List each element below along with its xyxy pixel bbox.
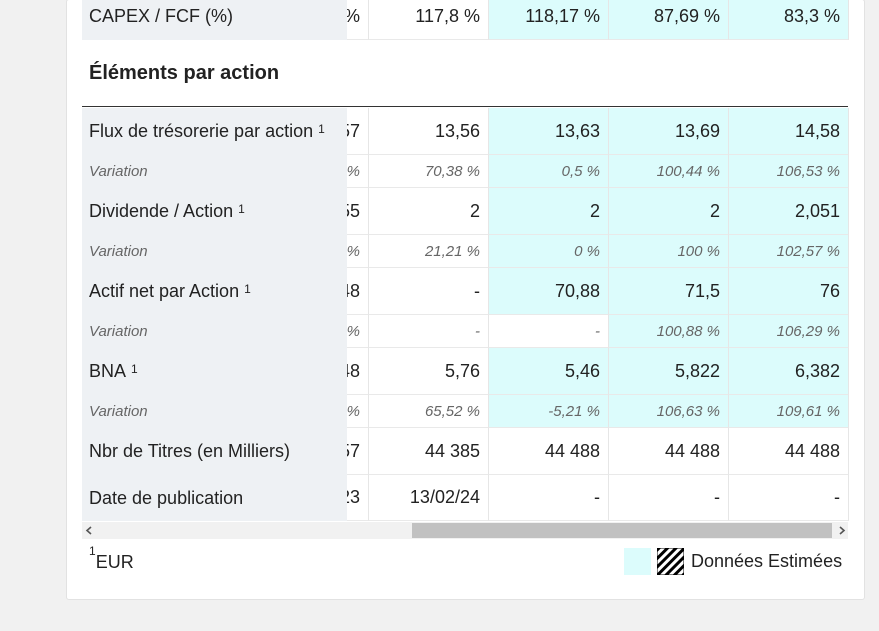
value-cell: 106,53 % [729, 155, 849, 188]
row-label: BNA 1 [82, 348, 347, 395]
value-cell: 44 488 [489, 428, 609, 475]
note-mark: 1 [318, 121, 325, 136]
value-cell: 5,822 [609, 348, 729, 395]
row-label-text: Variation [89, 403, 148, 420]
footnote-mark: 1 [89, 544, 96, 558]
value-cell: 70,38 % [369, 155, 489, 188]
value-cell: 44 385 [369, 428, 489, 475]
row-label-text: BNA [89, 361, 127, 381]
value-cell: 2 [369, 188, 489, 235]
value-cell: 71,5 [609, 268, 729, 315]
row-label: Variation [82, 315, 347, 348]
value-cell: 0 % [489, 235, 609, 268]
value-cell: 2 [489, 188, 609, 235]
value-cell: 5,76 [369, 348, 489, 395]
row-label: Date de publication [82, 475, 347, 521]
section-rule [82, 106, 848, 107]
row-label-text: Variation [89, 163, 148, 180]
footnote: 1EUR [89, 544, 134, 573]
clipped-cell: % [330, 395, 369, 428]
value-cell: 109,61 % [729, 395, 849, 428]
value-cell: 6,382 [729, 348, 849, 395]
value-cell: 117,8 % [369, 0, 489, 40]
note-mark: 1 [131, 361, 138, 376]
note-mark: 1 [244, 281, 251, 296]
scroll-left[interactable] [85, 526, 92, 535]
row-label: Dividende / Action 1 [82, 188, 347, 235]
footnote-text: EUR [95, 552, 134, 572]
value-cell: 76 [729, 268, 849, 315]
value-cell: 2,051 [729, 188, 849, 235]
value-cell: 5,46 [489, 348, 609, 395]
legend-label: Données Estimées [691, 551, 843, 571]
value-cell: -5,21 % [489, 395, 609, 428]
row-label-text: Date de publication [89, 487, 244, 508]
value-cell: 102,57 % [729, 235, 849, 268]
value-cell: 65,52 % [369, 395, 489, 428]
value-cell: - [369, 268, 489, 315]
scroll-right[interactable] [839, 526, 846, 535]
value-cell: - [729, 475, 849, 521]
clipped-cell: % [330, 315, 369, 348]
value-cell: 83,3 % [729, 0, 849, 40]
data-table: CAPEX / FCF (%)% 117,8 % 118,17 % 87,69 % 83… [82, 0, 849, 521]
row-label: CAPEX / FCF (%) [82, 0, 347, 40]
value-cell: 13,63 [489, 108, 609, 155]
clipped-cell: % [330, 235, 369, 268]
value-cell: 70,88 [489, 268, 609, 315]
row-label: Variation [82, 235, 347, 268]
value-cell: 118,17 % [489, 0, 609, 40]
row-label-text: Flux de trésorerie par action [89, 121, 314, 141]
row-label-text: CAPEX / FCF (%) [89, 6, 234, 26]
value-cell: 44 488 [729, 428, 849, 475]
value-cell: 106,63 % [609, 395, 729, 428]
value-cell: 100,44 % [609, 155, 729, 188]
value-cell: 44 488 [609, 428, 729, 475]
legend-estimated-swatch [624, 548, 651, 575]
value-cell: - [369, 315, 489, 348]
value-cell: 13,69 [609, 108, 729, 155]
row-label-text: Variation [89, 323, 148, 340]
clipped-cell: % [330, 0, 369, 40]
section-title: Éléments par action [89, 62, 280, 84]
row-label-text: Dividende / Action [89, 201, 234, 221]
value-cell: 0,5 % [489, 155, 609, 188]
value-cell: - [489, 315, 609, 348]
row-label: Flux de trésorerie par action 1 [82, 108, 347, 155]
value-cell: 21,21 % [369, 235, 489, 268]
value-cell: 106,29 % [729, 315, 849, 348]
scrollbar-thumb[interactable] [412, 523, 832, 538]
row-label: Variation [82, 395, 347, 428]
value-cell: - [489, 475, 609, 521]
row-label: Nbr de Titres (en Milliers) [82, 428, 347, 475]
row-label: Variation [82, 155, 347, 188]
value-cell: 13,56 [369, 108, 489, 155]
row-label-text: Variation [89, 243, 148, 260]
row-label-text: Actif net par Action [89, 281, 240, 301]
note-mark: 1 [238, 201, 245, 216]
row-label: Actif net par Action 1 [82, 268, 347, 315]
value-cell: 13/02/24 [369, 475, 489, 521]
scroll-arrows [85, 526, 846, 535]
value-cell: 100 % [609, 235, 729, 268]
row-label-text: Nbr de Titres (en Milliers) [89, 441, 291, 461]
scrollbar[interactable] [82, 522, 848, 539]
value-cell: 14,58 [729, 108, 849, 155]
legend-hatch-swatch [657, 548, 684, 575]
value-cell: 87,69 % [609, 0, 729, 40]
value-cell: 100,88 % [609, 315, 729, 348]
clipped-cell: % [330, 155, 369, 188]
value-cell: - [609, 475, 729, 521]
value-cell: 2 [609, 188, 729, 235]
